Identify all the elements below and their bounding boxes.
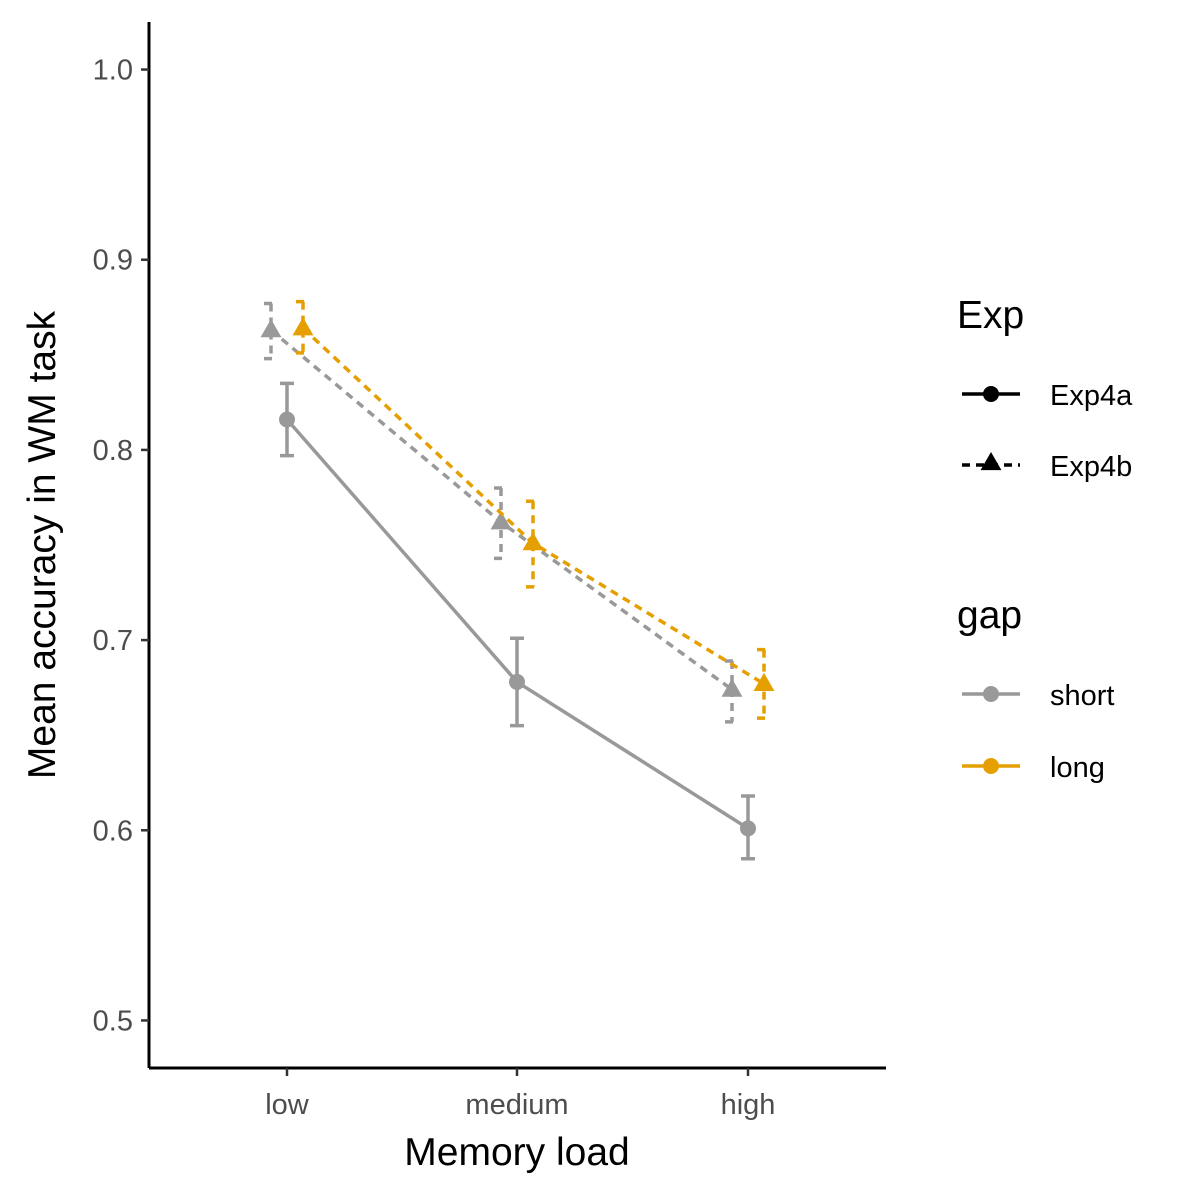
- series-Exp4a-short: [279, 381, 756, 861]
- series-Exp4b-short: [260, 301, 743, 724]
- data-point: [490, 511, 512, 530]
- data-point: [753, 672, 775, 691]
- y-tick-label: 0.8: [93, 435, 133, 467]
- legend-Exp: Exp Exp4a Exp4b: [957, 294, 1133, 483]
- x-axis-title: Memory load: [404, 1131, 629, 1174]
- legend-key-marker: [983, 758, 999, 774]
- error-bar: [264, 301, 278, 361]
- legend-label: Exp4b: [1050, 451, 1132, 483]
- x-tick-label: high: [721, 1089, 776, 1121]
- x-tick-label: low: [265, 1089, 310, 1121]
- data-point: [279, 411, 295, 428]
- data-point: [260, 319, 282, 338]
- legend: Exp Exp4a Exp4b gap short long: [957, 294, 1133, 784]
- data-point: [292, 317, 314, 336]
- legend-label: long: [1050, 752, 1105, 784]
- data-point: [721, 678, 743, 697]
- legend-title: Exp: [957, 294, 1024, 337]
- data-point: [522, 532, 544, 551]
- legend-label: short: [1050, 680, 1114, 712]
- y-ticks: 0.5 0.6 0.7 0.8 0.9 1.0: [93, 55, 149, 1037]
- data-point: [740, 820, 756, 837]
- legend-gap: gap short long: [957, 594, 1114, 784]
- legend-label: Exp4a: [1050, 380, 1133, 412]
- axes: 0.5 0.6 0.7 0.8 0.9 1.0 low medium high Memory …: [21, 22, 886, 1174]
- y-tick-label: 0.7: [93, 625, 133, 657]
- legend-title: gap: [957, 594, 1022, 637]
- legend-key-marker: [983, 686, 999, 702]
- plot-area: [260, 299, 775, 861]
- error-bar: [296, 299, 310, 355]
- data-point: [509, 673, 525, 690]
- y-axis-title: Mean accuracy in WM task: [21, 310, 64, 779]
- series-Exp4b-long: [292, 299, 775, 720]
- x-tick-label: medium: [465, 1089, 568, 1121]
- series-line: [285, 418, 749, 830]
- y-tick-label: 1.0: [93, 55, 133, 87]
- legend-key-marker: [983, 386, 999, 402]
- legend-key-marker: [980, 452, 1002, 471]
- x-ticks: low medium high: [265, 1068, 775, 1121]
- y-tick-label: 0.5: [93, 1005, 133, 1037]
- y-tick-label: 0.6: [93, 815, 133, 847]
- y-tick-label: 0.9: [93, 245, 133, 277]
